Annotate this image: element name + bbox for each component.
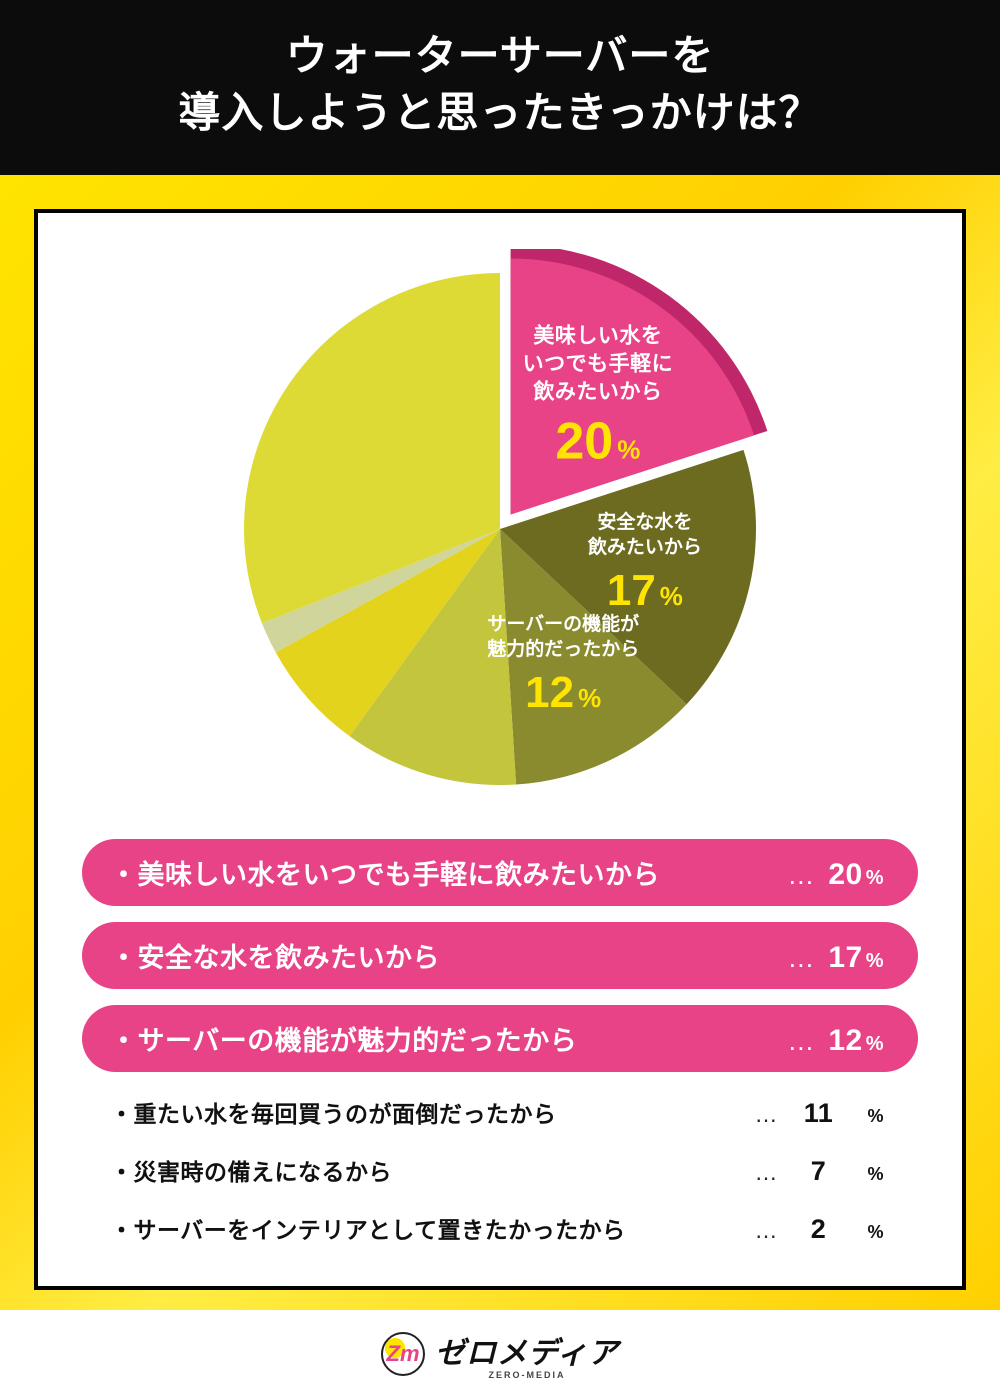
result-row: ・サーバーをインテリアとして置きたかったから … 2% (82, 1204, 918, 1252)
result-row: ・災害時の備えになるから … 7% (82, 1146, 918, 1194)
percent-unit: % (867, 1106, 884, 1127)
result-label: ・安全な水を飲みたいから (110, 936, 779, 975)
pie-labels: 美味しい水をいつでも手軽に飲みたいから20% 安全な水を飲みたいから17%サーバー… (220, 249, 780, 809)
result-value: 20 (828, 858, 862, 892)
dots: … (787, 860, 816, 891)
result-label: ・サーバーをインテリアとして置きたかったから (110, 1211, 746, 1245)
result-pill: ・美味しい水をいつでも手軽に飲みたいから … 20% (82, 839, 918, 906)
pie-slice-label: 安全な水を飲みたいから17% (540, 510, 750, 614)
brand-sub: ZERO-MEDIA (435, 1370, 619, 1380)
result-label: ・災害時の備えになるから (110, 1153, 746, 1187)
result-value: 2 (791, 1214, 845, 1245)
pie-slice-label: サーバーの機能が魅力的だったから12% (458, 612, 668, 716)
dots: … (787, 943, 816, 974)
title-line-1: ウォーターサーバーを (286, 32, 715, 79)
dots: … (754, 1159, 779, 1186)
result-label: ・重たい水を毎回買うのが面倒だったから (110, 1095, 746, 1129)
result-row: ・重たい水を毎回買うのが面倒だったから … 11% (82, 1088, 918, 1136)
dots: … (754, 1217, 779, 1244)
result-value: 12 (828, 1024, 862, 1058)
dots: … (787, 1026, 816, 1057)
brand-block: ゼロメディア ZERO-MEDIA (435, 1328, 619, 1380)
frame: 美味しい水をいつでも手軽に飲みたいから20% 安全な水を飲みたいから17%サーバー… (0, 175, 1000, 1310)
percent-unit: % (866, 867, 884, 890)
page-title: ウォーターサーバーを 導入しようと思ったきっかけは？ (0, 0, 1000, 175)
dots: … (754, 1101, 779, 1128)
result-value: 7 (791, 1156, 845, 1187)
percent-unit: % (867, 1222, 884, 1243)
percent-unit: % (866, 950, 884, 973)
result-pill: ・サーバーの機能が魅力的だったから … 12% (82, 1005, 918, 1072)
footer: Zm ゼロメディア ZERO-MEDIA (0, 1310, 1000, 1394)
card: 美味しい水をいつでも手軽に飲みたいから20% 安全な水を飲みたいから17%サーバー… (34, 209, 966, 1290)
result-value: 11 (791, 1098, 845, 1129)
brand-name: ゼロメディア (435, 1337, 619, 1370)
result-value: 17 (828, 941, 862, 975)
pie-slice-label: 美味しい水をいつでも手軽に飲みたいから20% (493, 322, 703, 467)
title-line-2: 導入しようと思ったきっかけは？ (178, 89, 821, 136)
pie-chart: 美味しい水をいつでも手軽に飲みたいから20% 安全な水を飲みたいから17%サーバー… (220, 249, 780, 809)
results-list: ・美味しい水をいつでも手軽に飲みたいから … 20% ・安全な水を飲みたいから … 17%… (82, 839, 918, 1252)
brand-logo-icon: Zm (381, 1332, 425, 1376)
result-label: ・サーバーの機能が魅力的だったから (110, 1019, 779, 1058)
result-pill: ・安全な水を飲みたいから … 17% (82, 922, 918, 989)
result-label: ・美味しい水をいつでも手軽に飲みたいから (110, 853, 779, 892)
percent-unit: % (867, 1164, 884, 1185)
percent-unit: % (866, 1033, 884, 1056)
